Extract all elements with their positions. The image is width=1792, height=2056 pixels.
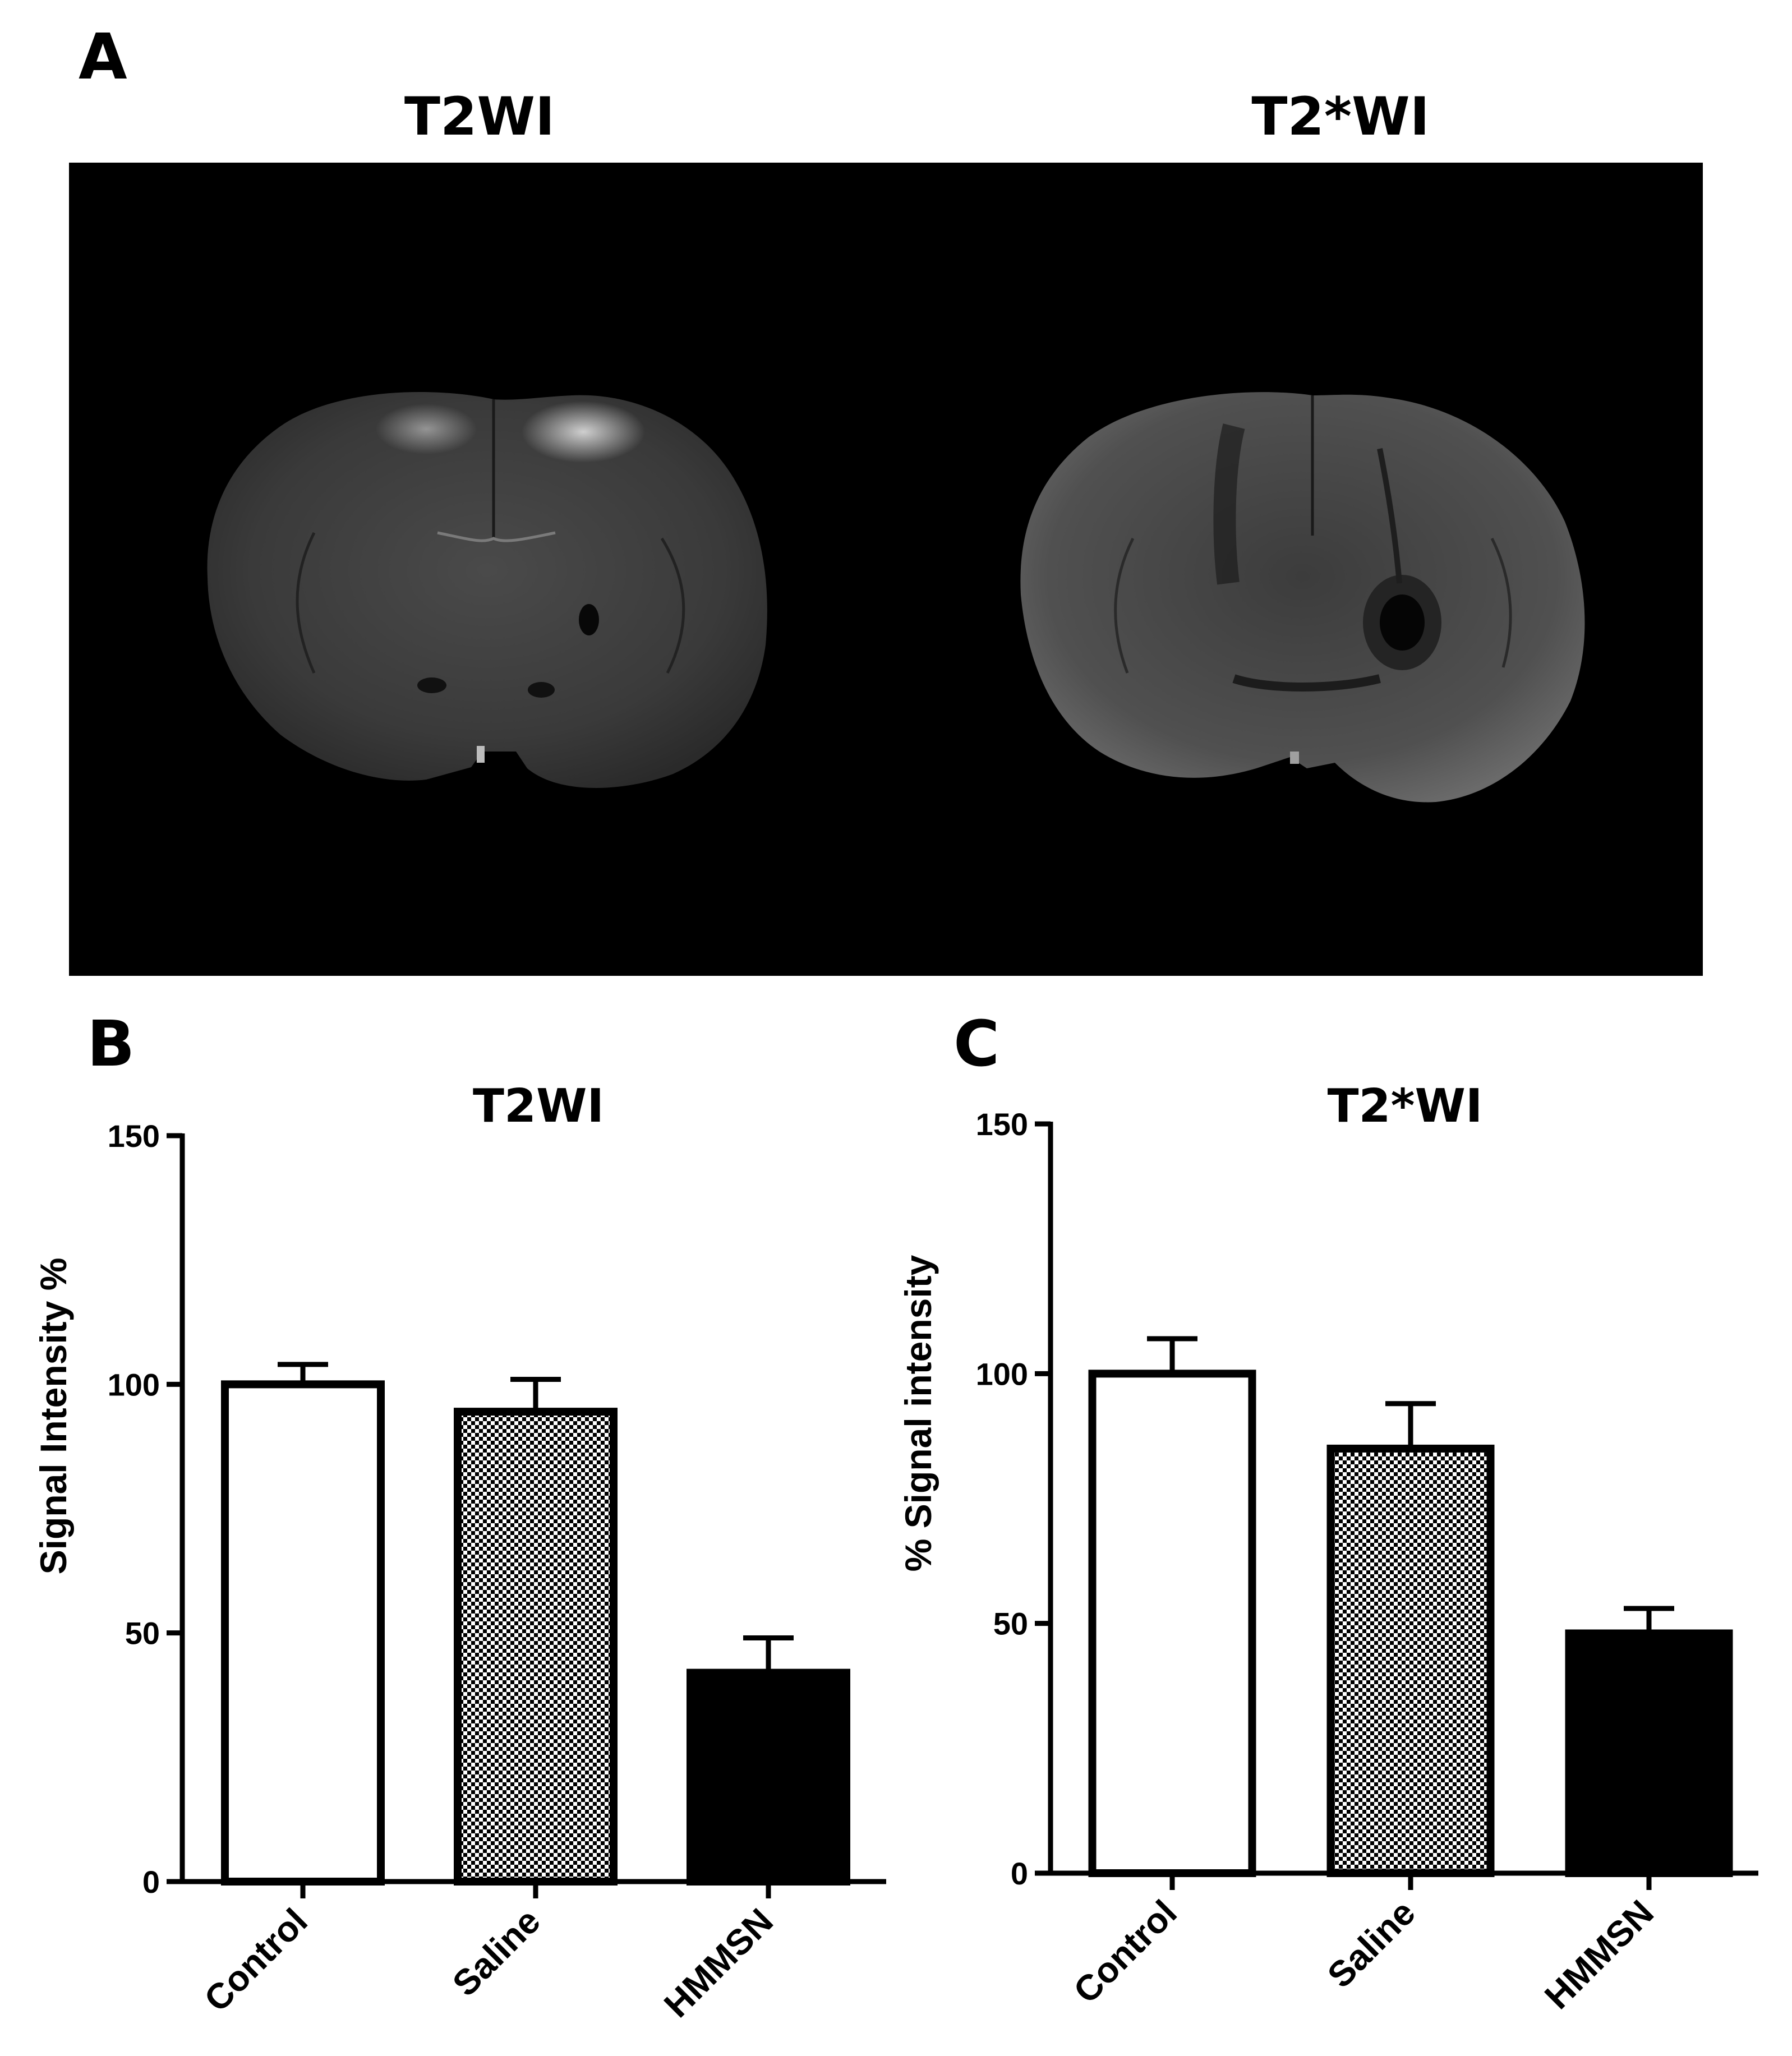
- x-tick-label-control: Control: [196, 1901, 315, 2020]
- y-tick-label: 50: [125, 1616, 160, 1651]
- bar-control: [1088, 1370, 1256, 1877]
- y-tick-label: 100: [976, 1356, 1028, 1391]
- brain-slice-t2starwi: [1020, 392, 1585, 803]
- x-tick-label-hmmsn: HMMSN: [1537, 1892, 1661, 2017]
- chart-b: T2WI Signal Intensity % 0 50 100 150 Control…: [33, 1080, 886, 2025]
- bar-control: [221, 1380, 385, 1886]
- panel-letter-b: B: [87, 1008, 135, 1081]
- x-tick-label-saline: Saline: [445, 1901, 548, 2004]
- chart-c: T2*WI % Signal intensity 0 50 100 150 Contro…: [897, 1080, 1758, 2017]
- panel-letter-c: C: [953, 1008, 999, 1081]
- mri-title-left: T2WI: [404, 86, 555, 147]
- x-tick-label-hmmsn: HMMSN: [656, 1901, 781, 2025]
- chart-c-title: T2*WI: [1328, 1080, 1483, 1133]
- y-tick-label: 0: [142, 1864, 160, 1900]
- chart-c-ylabel: % Signal intensity: [897, 1255, 939, 1571]
- panel-letter-a: A: [79, 21, 127, 94]
- y-tick-label: 100: [108, 1367, 160, 1402]
- y-tick-label: 0: [1011, 1856, 1028, 1891]
- bar-hmmsn: [687, 1668, 850, 1886]
- mri-image-panel: [69, 163, 1703, 976]
- mri-title-right: T2*WI: [1251, 86, 1429, 147]
- x-tick-label-control: Control: [1066, 1892, 1185, 2011]
- y-tick-label: 50: [993, 1606, 1028, 1642]
- chart-b-ylabel: Signal Intensity %: [33, 1258, 74, 1575]
- bar-hmmsn: [1565, 1629, 1733, 1877]
- brain-slice-t2wi: [207, 392, 767, 788]
- bar-saline: [454, 1408, 618, 1886]
- chart-b-title: T2WI: [473, 1080, 604, 1133]
- x-tick-label-saline: Saline: [1320, 1892, 1423, 1995]
- bar-saline: [1326, 1444, 1495, 1877]
- y-tick-label: 150: [976, 1107, 1028, 1142]
- y-tick-label: 150: [108, 1118, 160, 1154]
